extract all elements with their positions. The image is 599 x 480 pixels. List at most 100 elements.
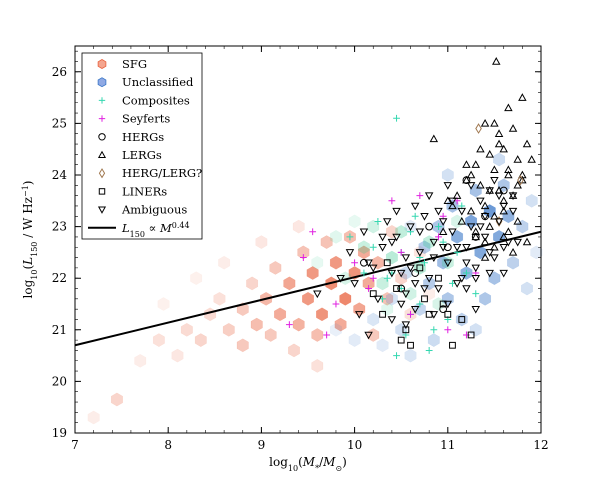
sfg-hexbin (283, 276, 296, 291)
sfg-hexbin (180, 322, 193, 337)
legend-swatch-hergs (98, 133, 106, 141)
unclassified-hexbin (483, 204, 496, 218)
composites-hexbin (367, 219, 380, 234)
ambiguous-point (401, 290, 411, 299)
lergs-point (448, 201, 457, 210)
unclassified-hexbin (329, 322, 342, 337)
sfg-hexbin (110, 392, 123, 407)
lergs-point (499, 232, 508, 241)
seyferts-point (397, 249, 405, 256)
composites-point (411, 212, 419, 220)
lergs-point (485, 222, 494, 230)
lergs-point (513, 217, 522, 225)
ambiguous-point (364, 331, 373, 340)
lergs-point (476, 180, 485, 189)
legend-label-ambiguous: Ambiguous (121, 203, 187, 217)
unclassified-hexbin (474, 245, 487, 260)
lergs-point (490, 242, 499, 251)
legend-label-unclassified: Unclassified (122, 75, 194, 89)
y-tick-label: 22 (52, 271, 67, 285)
lergs-point (466, 170, 476, 179)
unclassified-hexbin (404, 348, 417, 363)
composites-point (393, 352, 400, 359)
ambiguous-point (448, 228, 457, 237)
sfg-hexbin (334, 317, 347, 332)
sfg-hexbin (222, 322, 235, 337)
hergs-point (397, 284, 406, 293)
composites-point (393, 114, 400, 122)
liners-point (407, 341, 414, 349)
lergs-point (471, 232, 481, 241)
composites-hexbin (339, 271, 352, 286)
legend-swatch-ambiguous (97, 206, 107, 214)
sfg-hexbin (385, 224, 398, 239)
liners-point (416, 264, 424, 272)
sfg-hexbin (311, 328, 324, 342)
seyferts-point (416, 192, 424, 200)
ambiguous-point (415, 228, 425, 237)
ambiguous-point (392, 207, 401, 216)
ambiguous-point (434, 207, 443, 216)
sfg-hexbin (250, 317, 263, 332)
lergs-point (513, 155, 522, 163)
ambiguous-point (424, 274, 434, 283)
ambiguous-point (378, 233, 387, 242)
x-tick-label: 9 (258, 438, 266, 452)
ambiguous-point (499, 244, 508, 252)
unclassified-hexbin (367, 312, 380, 327)
y-tick-label: 21 (52, 323, 67, 337)
lergs-point (490, 118, 499, 127)
ambiguous-point (406, 223, 415, 232)
sfg-hexbin (134, 353, 147, 368)
lergs-point (499, 196, 508, 205)
sfg-hexbin (218, 255, 231, 270)
lergs-point (443, 196, 453, 205)
hergs-point (425, 222, 434, 231)
ambiguous-point (364, 259, 373, 268)
unclassified-hexbin (418, 240, 431, 255)
density-hexbins (87, 152, 543, 425)
ambiguous-point (401, 321, 411, 330)
ambiguous-point (313, 290, 322, 299)
seyferts-point (351, 259, 358, 267)
composites-point (369, 243, 377, 251)
lergs-point (499, 206, 508, 215)
legend-swatch-sfg (97, 59, 107, 69)
unclassified-hexbin (423, 276, 436, 291)
ambiguous-point (508, 207, 518, 216)
lergs-point (466, 206, 476, 215)
unclassified-hexbin (502, 209, 515, 224)
unclassified-hexbin (525, 193, 538, 208)
sfg-hexbin (306, 266, 319, 280)
ambiguous-point (396, 269, 406, 278)
lergs-point (462, 160, 471, 168)
unclassified-hexbin (385, 291, 398, 306)
ambiguous-point (387, 238, 397, 247)
unclassified-hexbin (446, 199, 459, 213)
ambiguous-point (457, 274, 467, 283)
ambiguous-point (392, 233, 401, 242)
ambiguous-point (443, 182, 453, 190)
unclassified-hexbin (530, 245, 543, 260)
unclassified-hexbin (427, 333, 440, 347)
ambiguous-point (410, 202, 420, 211)
ambiguous-point (490, 176, 499, 185)
ambiguous-point (480, 213, 490, 221)
lergs-point (494, 129, 504, 137)
liners-point (421, 295, 428, 303)
ambiguous-point (368, 264, 378, 273)
ambiguous-point (443, 259, 453, 268)
composites-hexbin (451, 214, 464, 229)
composites-hexbin (423, 235, 436, 249)
lergs-point (480, 201, 490, 210)
seyferts-point (285, 321, 293, 329)
sfg-hexbin (288, 343, 300, 358)
y-tick-label: 24 (52, 168, 68, 182)
ambiguous-point (490, 254, 499, 262)
ambiguous-point (448, 197, 457, 206)
sfg-hexbin (255, 235, 268, 249)
unclassified-hexbin (493, 152, 506, 167)
sfg-hexbin (316, 307, 328, 322)
ambiguous-point (485, 187, 494, 195)
unclassified-hexbin (395, 322, 408, 337)
